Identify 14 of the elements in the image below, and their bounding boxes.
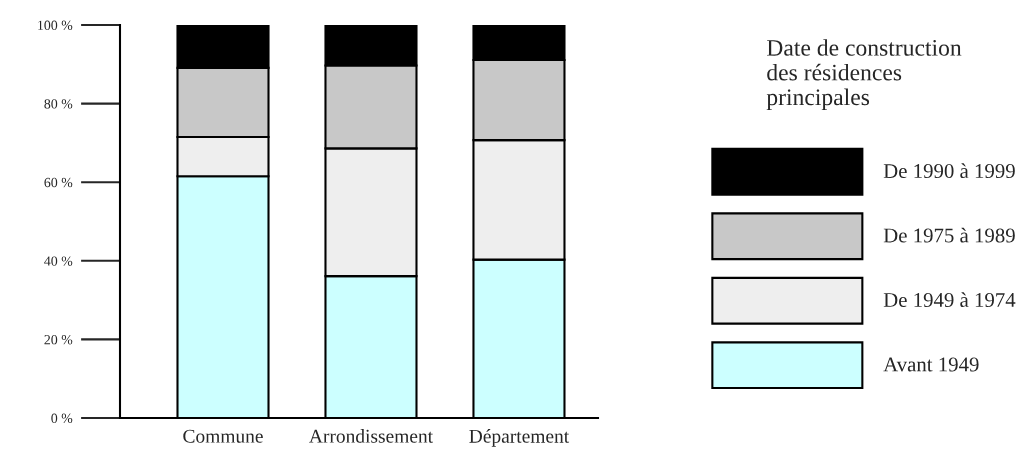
y-tick-label: 20 % [44, 334, 73, 345]
text: De 1949 à 1974 [883, 292, 1016, 308]
legend-title: Date de construction des résidences principales [766, 39, 962, 111]
text: De 1990 à 1999 [883, 163, 1015, 179]
y-tick-label: 40 % [44, 256, 73, 266]
x-tick-label: Commune [183, 429, 263, 443]
x-tick-label: Département [469, 429, 570, 447]
text: De 1975 à 1989 [883, 227, 1015, 243]
y-tick-label: 0 % [51, 413, 73, 423]
y-tick-label: 60 % [44, 177, 73, 188]
y-tick-label: 80 % [44, 99, 73, 109]
x-tick-label: Arrondissement [309, 429, 433, 443]
text: Avant 1949 [883, 357, 979, 372]
y-tick-label: 100 % [38, 20, 73, 30]
